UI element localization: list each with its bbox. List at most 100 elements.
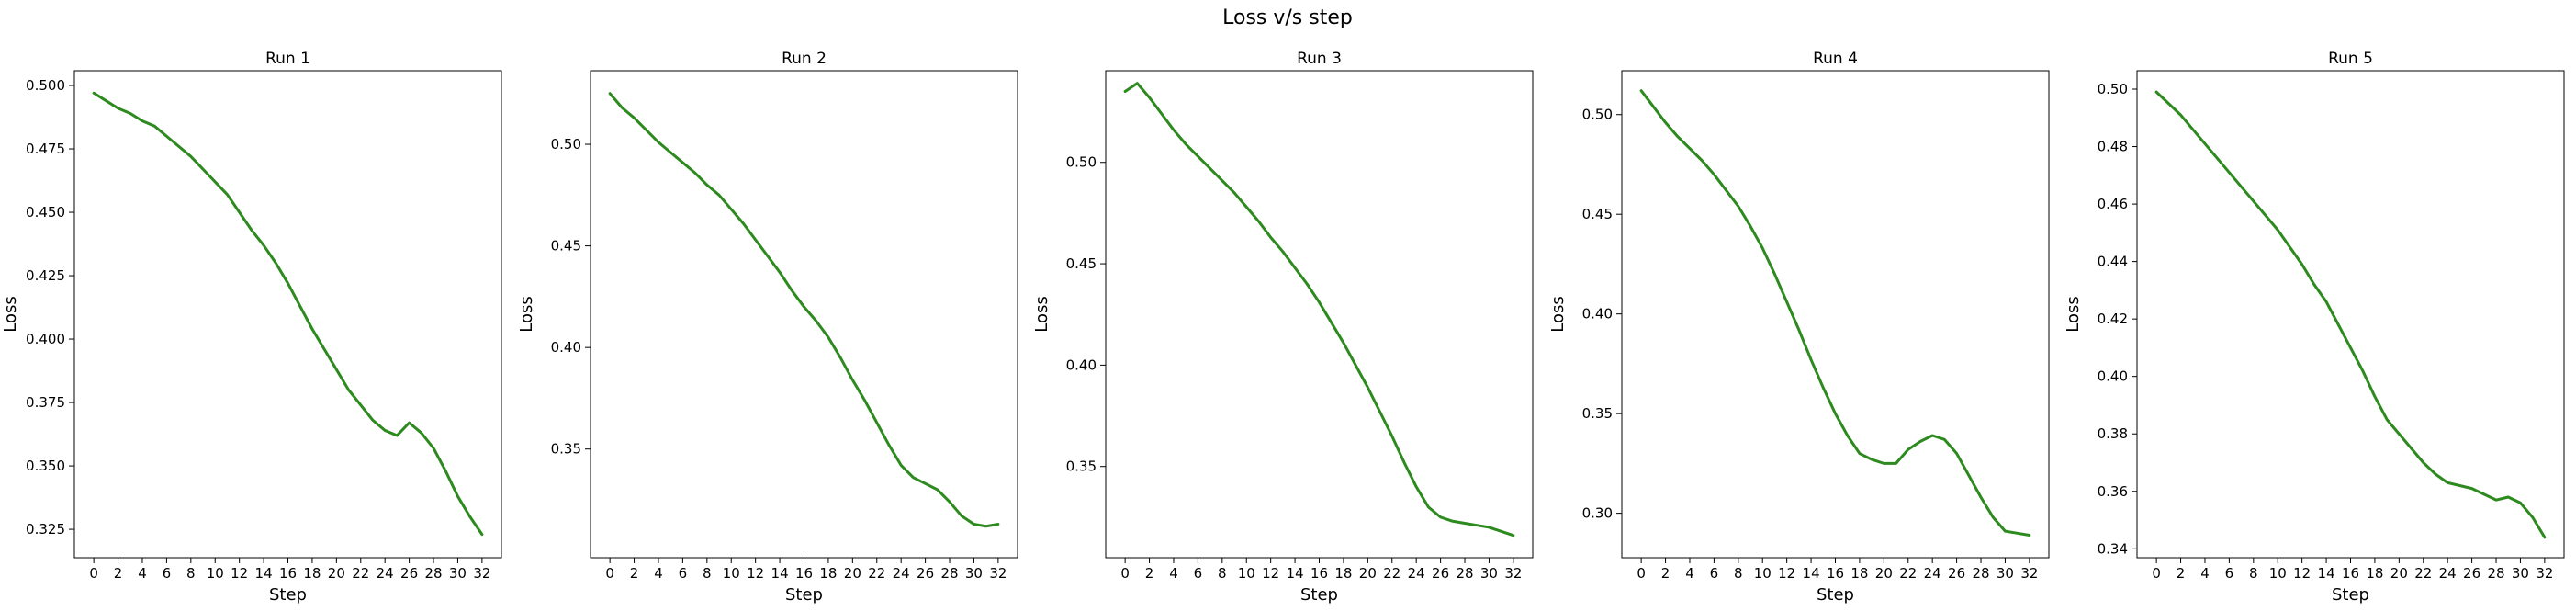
chart-panel-2: Run 20 2 4 6 8 10 12 14 16 18 20 22 24 26 28 30 320.350.… — [517, 50, 1018, 605]
plot-frame — [1105, 70, 1534, 559]
loss-line — [1123, 82, 1515, 537]
x-tick-label: 14 — [2318, 565, 2335, 582]
x-tick-label: 14 — [771, 565, 789, 582]
x-tick-label: 26 — [1432, 565, 1449, 582]
y-tick-label: 0.40 — [551, 339, 581, 356]
x-tick-label: 16 — [2342, 565, 2359, 582]
x-tick-label: 24 — [2439, 565, 2457, 582]
x-tick-label: 28 — [940, 565, 958, 582]
y-tick-label: 0.34 — [2098, 540, 2128, 557]
x-tick-label: 0 — [1120, 565, 1130, 582]
y-tick-label: 0.450 — [26, 204, 65, 221]
plot-frame — [590, 70, 1018, 559]
x-tick-label: 6 — [2225, 565, 2234, 582]
x-tick-label: 26 — [917, 565, 934, 582]
x-tick-label: 16 — [1827, 565, 1844, 582]
y-tick-label: 0.40 — [1582, 306, 1613, 322]
x-tick-label: 12 — [231, 565, 248, 582]
x-tick-label: 30 — [1480, 565, 1498, 582]
x-tick-label: 20 — [328, 565, 345, 582]
chart-panel-5: Run 50 2 4 6 8 10 12 14 16 18 20 22 24 26 28 30 320.340.… — [2064, 50, 2565, 605]
plot-frame — [1621, 70, 2050, 559]
y-tick-label: 0.36 — [2098, 483, 2128, 500]
x-tick-label: 20 — [1875, 565, 1893, 582]
chart-title: Run 1 — [265, 50, 310, 68]
x-tick-label: 8 — [186, 565, 196, 582]
x-tick-label: 8 — [703, 565, 712, 582]
y-tick-label: 0.35 — [1582, 405, 1613, 422]
y-tick-label: 0.475 — [26, 141, 65, 157]
y-tick-label: 0.425 — [26, 267, 65, 284]
chart-title: Run 3 — [1297, 50, 1342, 68]
x-tick-label: 0 — [89, 565, 98, 582]
x-tick-label: 22 — [1899, 565, 1917, 582]
x-tick-label: 18 — [2366, 565, 2383, 582]
x-tick-label: 22 — [2414, 565, 2432, 582]
x-tick-label: 4 — [2200, 565, 2210, 582]
x-tick-label: 24 — [893, 565, 910, 582]
x-tick-label: 32 — [1504, 565, 1522, 582]
x-tick-label: 10 — [723, 565, 740, 582]
figure-title: Loss v/s step — [1222, 6, 1353, 29]
x-tick-label: 10 — [1754, 565, 1772, 582]
x-tick-label: 26 — [2463, 565, 2480, 582]
y-axis-label: Loss — [1, 296, 20, 332]
y-tick-label: 0.400 — [26, 331, 65, 347]
y-tick-label: 0.50 — [2098, 81, 2128, 97]
x-tick-label: 28 — [1456, 565, 1473, 582]
x-tick-label: 0 — [1637, 565, 1646, 582]
x-tick-label: 8 — [1734, 565, 1743, 582]
x-axis-label: Step — [1817, 585, 1854, 605]
x-tick-label: 26 — [400, 565, 418, 582]
x-tick-label: 28 — [2487, 565, 2504, 582]
x-axis-label: Step — [1300, 585, 1338, 605]
x-tick-label: 12 — [1262, 565, 1279, 582]
x-axis-label: Step — [2332, 585, 2369, 605]
x-tick-label: 14 — [255, 565, 273, 582]
plot-frame — [73, 70, 502, 559]
x-tick-label: 16 — [1310, 565, 1328, 582]
chart-panel-4: Run 40 2 4 6 8 10 12 14 16 18 20 22 24 26 28 30 320.300.… — [1548, 50, 2050, 605]
x-tick-label: 0 — [2152, 565, 2161, 582]
loss-line — [608, 92, 1000, 528]
x-tick-label: 6 — [1194, 565, 1203, 582]
chart-title: Run 4 — [1813, 50, 1858, 68]
x-tick-label: 8 — [2249, 565, 2258, 582]
x-tick-label: 20 — [2390, 565, 2408, 582]
x-tick-label: 4 — [138, 565, 147, 582]
x-tick-label: 28 — [424, 565, 442, 582]
x-tick-label: 20 — [1359, 565, 1377, 582]
x-tick-label: 4 — [1685, 565, 1694, 582]
charts-area: Run 10 2 4 6 8 10 12 14 16 18 20 22 24 26 28 30 320.3250… — [1, 50, 2565, 605]
x-tick-label: 30 — [449, 565, 467, 582]
y-tick-label: 0.375 — [26, 394, 65, 411]
x-tick-label: 30 — [2512, 565, 2529, 582]
x-tick-label: 16 — [795, 565, 813, 582]
y-tick-label: 0.40 — [2098, 368, 2128, 385]
y-tick-label: 0.35 — [1066, 458, 1097, 475]
y-tick-label: 0.50 — [551, 136, 581, 153]
y-tick-label: 0.45 — [551, 238, 581, 255]
y-tick-label: 0.38 — [2098, 425, 2128, 442]
x-tick-label: 8 — [1218, 565, 1227, 582]
y-tick-label: 0.30 — [1582, 505, 1613, 522]
chart-panel-1: Run 10 2 4 6 8 10 12 14 16 18 20 22 24 26 28 30 320.3250… — [1, 50, 502, 605]
x-tick-label: 24 — [1924, 565, 1941, 582]
x-axis-label: Step — [785, 585, 823, 605]
x-tick-label: 6 — [679, 565, 688, 582]
y-tick-label: 0.48 — [2098, 139, 2128, 155]
x-tick-label: 32 — [989, 565, 1007, 582]
x-tick-label: 2 — [630, 565, 639, 582]
y-tick-label: 0.50 — [1066, 154, 1097, 171]
chart-title: Run 5 — [2328, 50, 2373, 68]
x-tick-label: 12 — [1778, 565, 1795, 582]
y-tick-label: 0.45 — [1066, 255, 1097, 272]
chart-title: Run 2 — [782, 50, 827, 68]
x-tick-label: 32 — [473, 565, 490, 582]
x-tick-label: 12 — [747, 565, 764, 582]
y-tick-label: 0.500 — [26, 77, 65, 94]
y-axis-label: Loss — [517, 296, 536, 332]
y-tick-label: 0.325 — [26, 521, 65, 537]
x-tick-label: 32 — [2020, 565, 2038, 582]
